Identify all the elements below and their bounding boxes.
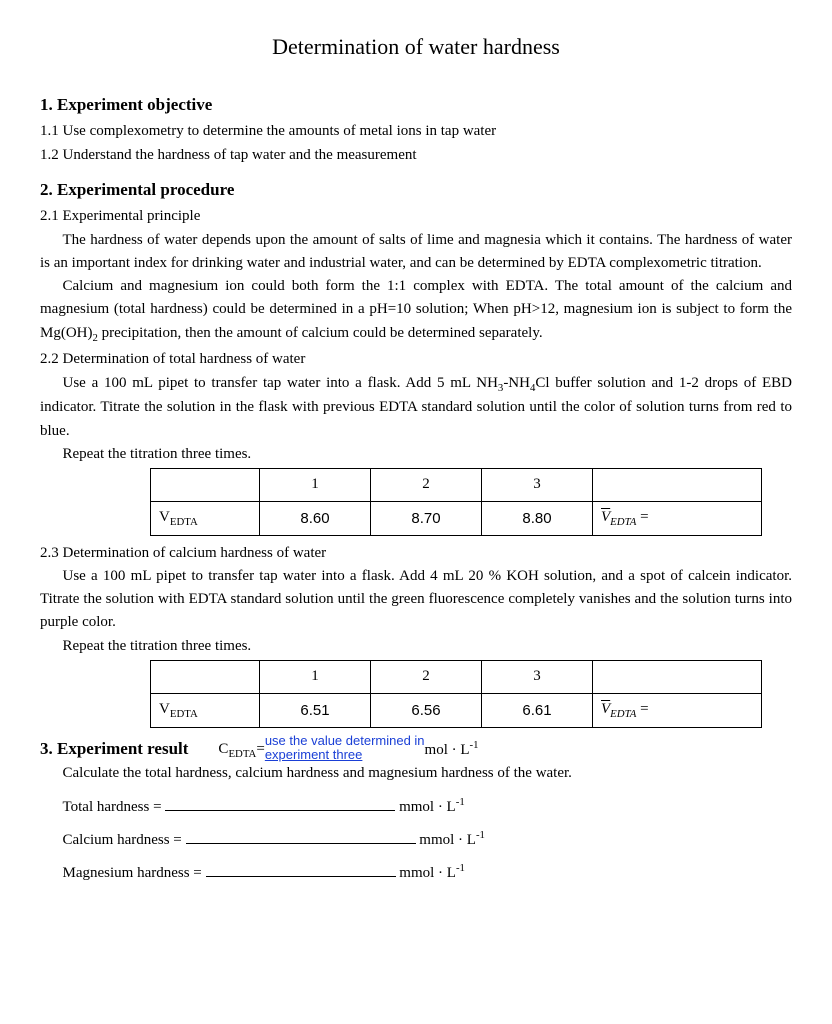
text: Use a 100 mL pipet to transfer tap water… bbox=[63, 375, 498, 391]
unit-mol: mol · L-1 bbox=[425, 737, 479, 762]
value-2: 8.70 bbox=[371, 502, 482, 536]
vbar: V bbox=[601, 509, 610, 525]
table-row: 1 2 3 bbox=[151, 469, 762, 502]
value-1: 8.60 bbox=[260, 502, 371, 536]
total-label: Total hardness = bbox=[63, 796, 162, 819]
calcium-blank[interactable] bbox=[186, 828, 416, 844]
total-hardness-para: Use a 100 mL pipet to transfer tap water… bbox=[40, 372, 792, 443]
total-hardness-row: Total hardness = mmol · L-1 bbox=[63, 794, 793, 819]
value-2: 6.56 bbox=[371, 693, 482, 727]
col-2: 2 bbox=[371, 469, 482, 502]
repeat-line-2: Repeat the titration three times. bbox=[40, 635, 792, 658]
unit: mmol · L-1 bbox=[399, 799, 465, 815]
text: precipitation, then the amount of calciu… bbox=[98, 325, 543, 341]
vbar: V bbox=[601, 701, 610, 717]
avg-cell: VEDTA = bbox=[593, 693, 762, 727]
repeat-line-1: Repeat the titration three times. bbox=[40, 443, 792, 466]
magnesium-hardness-row: Magnesium hardness = mmol · L-1 bbox=[63, 860, 793, 885]
value-3: 6.61 bbox=[482, 693, 593, 727]
table-row: VEDTA 6.51 6.56 6.61 VEDTA = bbox=[151, 693, 762, 727]
cedta-annotation: use the value determined in experiment t… bbox=[265, 734, 425, 763]
principle-para-1: The hardness of water depends upon the a… bbox=[40, 229, 792, 276]
section2-heading: 2. Experimental procedure bbox=[40, 177, 792, 203]
col-1: 1 bbox=[260, 660, 371, 693]
avg-cell: VEDTA = bbox=[593, 502, 762, 536]
page-title: Determination of water hardness bbox=[40, 30, 792, 64]
text: -NH bbox=[503, 375, 530, 391]
subscript: EDTA bbox=[610, 708, 636, 720]
objective-2: 1.2 Understand the hardness of tap water… bbox=[40, 144, 792, 167]
col-2: 2 bbox=[371, 660, 482, 693]
section3-heading-row: 3. Experiment result CEDTA= use the valu… bbox=[40, 734, 792, 763]
cedta-label: CEDTA= bbox=[218, 738, 264, 763]
table-calcium-hardness: 1 2 3 VEDTA 6.51 6.56 6.61 VEDTA = bbox=[150, 660, 762, 728]
value-1: 6.51 bbox=[260, 693, 371, 727]
value-3: 8.80 bbox=[482, 502, 593, 536]
calcium-hardness-para: Use a 100 mL pipet to transfer tap water… bbox=[40, 565, 792, 635]
col-3: 3 bbox=[482, 469, 593, 502]
principle-para-2: Calcium and magnesium ion could both for… bbox=[40, 275, 792, 346]
unit: mmol · L-1 bbox=[419, 832, 485, 848]
unit: mmol · L-1 bbox=[399, 865, 465, 881]
subscript: EDTA bbox=[170, 708, 198, 720]
annot-top: use the value determined in bbox=[265, 734, 425, 748]
section3-heading: 3. Experiment result bbox=[40, 736, 188, 762]
subsection-2-2: 2.2 Determination of total hardness of w… bbox=[40, 348, 792, 371]
table-row: VEDTA 8.60 8.70 8.80 VEDTA = bbox=[151, 502, 762, 536]
objective-1: 1.1 Use complexometry to determine the a… bbox=[40, 120, 792, 143]
section1-heading: 1. Experiment objective bbox=[40, 92, 792, 118]
row-label: VEDTA bbox=[151, 693, 260, 727]
col-3: 3 bbox=[482, 660, 593, 693]
subsection-2-1: 2.1 Experimental principle bbox=[40, 205, 792, 228]
calcium-label: Calcium hardness = bbox=[63, 829, 182, 852]
subscript: EDTA bbox=[610, 516, 636, 528]
calcium-hardness-row: Calcium hardness = mmol · L-1 bbox=[63, 827, 793, 852]
subsection-2-3: 2.3 Determination of calcium hardness of… bbox=[40, 542, 792, 565]
row-label: VEDTA bbox=[151, 502, 260, 536]
calc-instruction: Calculate the total hardness, calcium ha… bbox=[40, 762, 792, 785]
magnesium-label: Magnesium hardness = bbox=[63, 862, 202, 885]
v-label: V bbox=[159, 509, 170, 525]
subscript: EDTA bbox=[170, 516, 198, 528]
table-row: 1 2 3 bbox=[151, 660, 762, 693]
eq: = bbox=[636, 701, 648, 717]
total-blank[interactable] bbox=[165, 795, 395, 811]
col-1: 1 bbox=[260, 469, 371, 502]
v-label: V bbox=[159, 701, 170, 717]
eq: = bbox=[636, 509, 648, 525]
annot-bottom: experiment three bbox=[265, 748, 363, 762]
magnesium-blank[interactable] bbox=[206, 861, 396, 877]
table-total-hardness: 1 2 3 VEDTA 8.60 8.70 8.80 VEDTA = bbox=[150, 468, 762, 536]
